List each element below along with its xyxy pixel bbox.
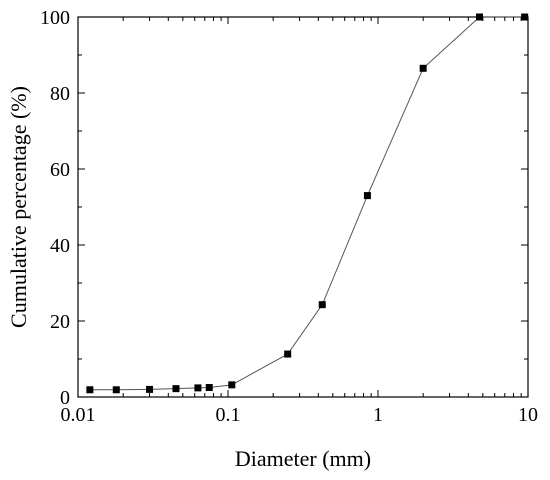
x-tick-label: 1 <box>373 404 383 426</box>
data-point <box>86 386 94 394</box>
data-point <box>228 381 236 389</box>
y-axis-label: Cumulative percentage (%) <box>6 86 31 328</box>
data-point <box>112 386 120 394</box>
x-tick-label: 0.01 <box>61 404 96 426</box>
y-tick-label: 40 <box>50 235 70 257</box>
y-tick-label: 80 <box>50 83 70 105</box>
data-point <box>419 64 427 72</box>
data-point <box>172 385 180 393</box>
data-point <box>284 350 292 358</box>
axis-ticks <box>77 16 529 398</box>
series-line <box>89 16 525 391</box>
x-tick-label: 0.1 <box>216 404 241 426</box>
y-tick-label: 0 <box>60 387 70 409</box>
data-point <box>363 192 371 200</box>
x-axis-label: Diameter (mm) <box>235 446 371 471</box>
data-point <box>476 13 484 21</box>
plot-area <box>77 13 529 398</box>
plot-frame <box>77 16 529 398</box>
data-point <box>205 384 213 391</box>
data-point <box>194 384 202 392</box>
data-point <box>146 385 154 393</box>
data-point <box>318 301 326 309</box>
y-tick-label: 60 <box>50 159 70 181</box>
x-tick-label: 10 <box>518 404 538 426</box>
y-tick-label: 20 <box>50 311 70 333</box>
y-tick-label: 100 <box>40 7 70 29</box>
